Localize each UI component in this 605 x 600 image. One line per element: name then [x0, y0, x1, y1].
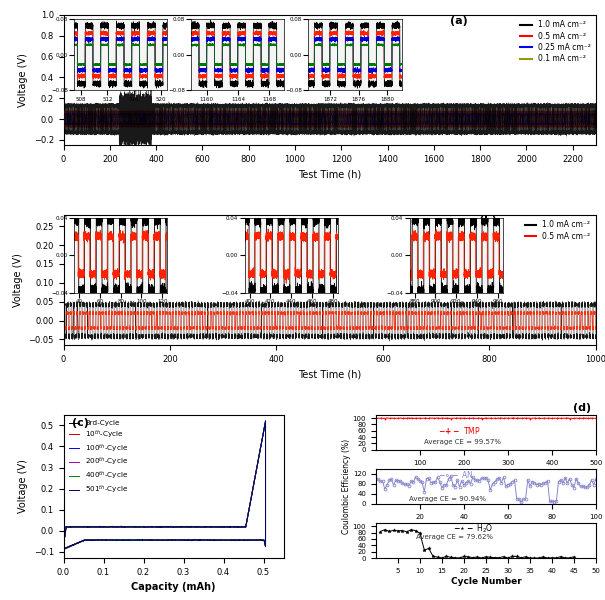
- 3rd-Cycle: [61, 533, 68, 540]
- Text: Average CE = 90.94%: Average CE = 90.94%: [409, 496, 486, 502]
- 200$^{th}$-Cycle: [61, 533, 68, 540]
- 10$^{th}$-Cycle: [114, 523, 122, 530]
- 501$^{th}$-Cycle: [114, 523, 122, 530]
- Legend: 1.0 mA cm⁻², 0.5 mA cm⁻², 0.25 mA cm⁻², 0.1 mA cm⁻²: 1.0 mA cm⁻², 0.5 mA cm⁻², 0.25 mA cm⁻², …: [517, 17, 594, 66]
- Y-axis label: Voltage (V): Voltage (V): [18, 53, 28, 107]
- 400$^{th}$-Cycle: [252, 537, 259, 544]
- Text: (c): (c): [73, 418, 89, 428]
- 200$^{th}$-Cycle: [262, 418, 269, 425]
- 501$^{th}$-Cycle: [252, 536, 259, 544]
- X-axis label: Capacity (mAh): Capacity (mAh): [131, 582, 216, 592]
- 100$^{th}$-Cycle: [235, 523, 243, 530]
- 200$^{th}$-Cycle: [129, 523, 136, 530]
- 200$^{th}$-Cycle: [114, 523, 122, 530]
- 100$^{th}$-Cycle: [114, 523, 122, 530]
- 400$^{th}$-Cycle: [129, 523, 136, 530]
- 200$^{th}$-Cycle: [235, 523, 243, 530]
- 100$^{th}$-Cycle: [61, 533, 68, 541]
- Text: $\mathbf{-\!+\!-}$ TMP: $\mathbf{-\!+\!-}$ TMP: [437, 425, 480, 436]
- 100$^{th}$-Cycle: [197, 523, 204, 530]
- 400$^{th}$-Cycle: [235, 523, 243, 530]
- 400$^{th}$-Cycle: [262, 418, 269, 425]
- 3rd-Cycle: [243, 536, 250, 544]
- 501$^{th}$-Cycle: [235, 523, 243, 530]
- 3rd-Cycle: [114, 523, 122, 530]
- 200$^{th}$-Cycle: [243, 536, 250, 544]
- 501$^{th}$-Cycle: [243, 536, 250, 544]
- 200$^{th}$-Cycle: [197, 523, 204, 530]
- 10$^{th}$-Cycle: [252, 536, 259, 544]
- 10$^{th}$-Cycle: [235, 523, 243, 530]
- Y-axis label: Voltage (V): Voltage (V): [13, 253, 23, 307]
- 501$^{th}$-Cycle: [61, 533, 68, 541]
- 501$^{th}$-Cycle: [262, 418, 269, 425]
- 100$^{th}$-Cycle: [61, 545, 68, 552]
- 10$^{th}$-Cycle: [197, 523, 204, 530]
- Legend: 1.0 mA cm⁻², 0.5 mA cm⁻²: 1.0 mA cm⁻², 0.5 mA cm⁻²: [522, 217, 594, 244]
- Y-axis label: Coulombic Efficiency (%): Coulombic Efficiency (%): [342, 439, 352, 534]
- 400$^{th}$-Cycle: [114, 523, 122, 530]
- Line: 10$^{th}$-Cycle: 10$^{th}$-Cycle: [65, 421, 266, 549]
- 400$^{th}$-Cycle: [197, 523, 204, 530]
- 10$^{th}$-Cycle: [61, 533, 68, 540]
- 501$^{th}$-Cycle: [129, 523, 136, 530]
- X-axis label: Test Time (h): Test Time (h): [298, 169, 361, 179]
- Text: $\mathbf{-\!\circ\!-}$ AN: $\mathbf{-\!\circ\!-}$ AN: [437, 469, 473, 480]
- 100$^{th}$-Cycle: [252, 536, 259, 544]
- Line: 200$^{th}$-Cycle: 200$^{th}$-Cycle: [65, 421, 266, 548]
- 3rd-Cycle: [62, 545, 69, 553]
- 3rd-Cycle: [252, 536, 259, 544]
- 100$^{th}$-Cycle: [262, 418, 269, 425]
- 501$^{th}$-Cycle: [61, 545, 68, 552]
- 3rd-Cycle: [197, 524, 204, 531]
- 10$^{th}$-Cycle: [262, 418, 269, 425]
- 10$^{th}$-Cycle: [61, 545, 68, 553]
- 400$^{th}$-Cycle: [61, 545, 68, 552]
- Line: 3rd-Cycle: 3rd-Cycle: [65, 421, 266, 549]
- Text: (d): (d): [574, 403, 592, 413]
- Text: Average CE = 79.62%: Average CE = 79.62%: [416, 534, 492, 540]
- 400$^{th}$-Cycle: [243, 536, 250, 544]
- Line: 100$^{th}$-Cycle: 100$^{th}$-Cycle: [65, 422, 266, 548]
- X-axis label: Cycle Number: Cycle Number: [451, 577, 522, 586]
- 3rd-Cycle: [129, 523, 136, 530]
- 200$^{th}$-Cycle: [61, 545, 68, 552]
- Text: (b): (b): [479, 216, 497, 226]
- 501$^{th}$-Cycle: [197, 523, 204, 530]
- 400$^{th}$-Cycle: [61, 533, 68, 541]
- Text: (a): (a): [450, 16, 467, 26]
- Line: 400$^{th}$-Cycle: 400$^{th}$-Cycle: [65, 421, 266, 548]
- X-axis label: Test Time (h): Test Time (h): [298, 370, 361, 379]
- Line: 501$^{th}$-Cycle: 501$^{th}$-Cycle: [65, 421, 266, 548]
- Y-axis label: Voltage (V): Voltage (V): [18, 460, 28, 514]
- Legend: 3rd-Cycle, 10$^{th}$-Cycle, 100$^{th}$-Cycle, 200$^{th}$-Cycle, 400$^{th}$-Cycle: 3rd-Cycle, 10$^{th}$-Cycle, 100$^{th}$-C…: [66, 417, 131, 498]
- 200$^{th}$-Cycle: [252, 536, 259, 544]
- 100$^{th}$-Cycle: [243, 536, 250, 544]
- Text: $\mathbf{-\!\star\!-}$ H$_2$O: $\mathbf{-\!\star\!-}$ H$_2$O: [453, 523, 493, 535]
- 3rd-Cycle: [61, 545, 68, 552]
- 10$^{th}$-Cycle: [129, 523, 136, 530]
- 3rd-Cycle: [262, 418, 269, 425]
- Text: Average CE = 99.57%: Average CE = 99.57%: [424, 439, 502, 445]
- 3rd-Cycle: [235, 523, 243, 530]
- 10$^{th}$-Cycle: [243, 536, 250, 544]
- 100$^{th}$-Cycle: [129, 523, 136, 530]
